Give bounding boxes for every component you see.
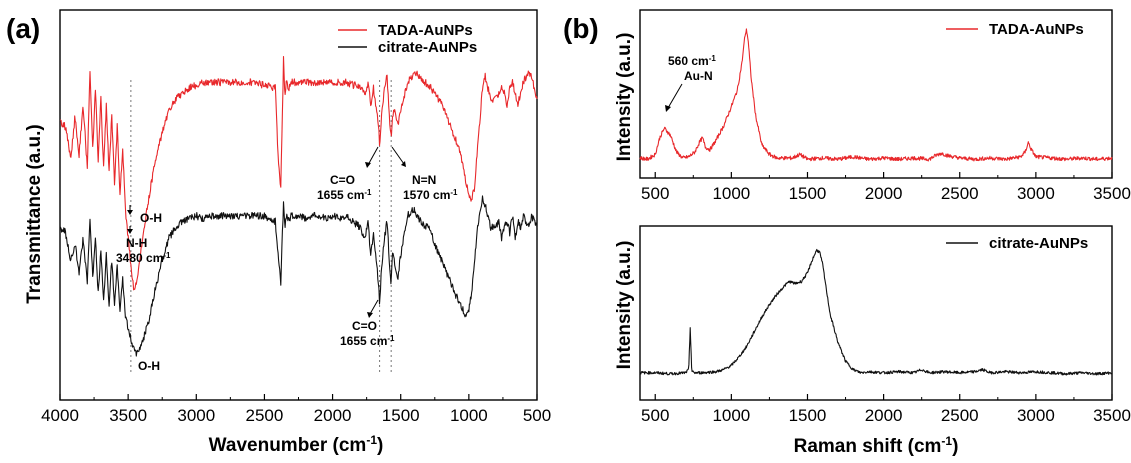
- panel-b-bottom-axes: 500 1000 1500 2000 2500 3000 3500: [639, 225, 1131, 425]
- panel-a-legend-tada: TADA-AuNPs: [378, 22, 473, 39]
- panel-a-xtick-label: 2500: [246, 406, 284, 425]
- panel-b-top-xtick-label: 500: [641, 184, 669, 203]
- panel-b-bottom-frame: [639, 225, 1113, 401]
- panel-a-label: (a): [6, 13, 40, 44]
- panel-a-legend-citrate: citrate-AuNPs: [378, 39, 477, 56]
- annotation-nn: N=N: [412, 173, 436, 187]
- panel-b-top-xtick-label: 2500: [941, 184, 979, 203]
- panel-b-bottom-xtick-label: 500: [641, 406, 669, 425]
- annotation-nh-wn: 3480 cm-1: [116, 251, 171, 266]
- panel-b-bottom-xtick-label: 3000: [1017, 406, 1055, 425]
- panel-a-series-citrate: [59, 195, 538, 357]
- panel-b-bottom-xtick-label: 2000: [865, 406, 903, 425]
- panel-a-ylabel: Transmittance (a.u.): [24, 124, 45, 304]
- panel-a-xtick-label: 2000: [314, 406, 352, 425]
- panel-b-bottom-xtick-label: 1500: [789, 406, 827, 425]
- panel-b-top-xtick-label: 1500: [789, 184, 827, 203]
- annotation-oh-red: O-H: [140, 211, 162, 225]
- panel-a-xtick-label: 500: [523, 406, 551, 425]
- panel-b-top-xtick-label: 3500: [1093, 184, 1131, 203]
- panel-b-label: (b): [563, 13, 599, 44]
- panel-b-xlabel: Raman shift (cm-1): [794, 434, 959, 457]
- panel-b-top-xtick-label: 3000: [1017, 184, 1055, 203]
- panel-b-top-xtick-label: 1000: [712, 184, 750, 203]
- annotation-oh-black: O-H: [138, 359, 160, 373]
- panel-a-annotations: O-H N-H 3480 cm-1 C=O 1655 cm-1 N=N 1570…: [116, 146, 458, 373]
- panel-b-series-tada: [639, 28, 1113, 162]
- annotation-co-black: C=O: [352, 319, 377, 333]
- panel-b-top-axes: 500 1000 1500 2000 2500 3000 3500: [639, 9, 1131, 203]
- panel-a-xtick-label: 3500: [109, 406, 147, 425]
- panel-b-bottom-ylabel: Intensity (a.u.): [614, 241, 635, 370]
- panel-b-series-citrate: [639, 248, 1113, 376]
- annotation-560: 560 cm-1: [668, 54, 716, 69]
- panel-a-xtick-label: 4000: [41, 406, 79, 425]
- panel-b-bottom-xtick-label: 1000: [712, 406, 750, 425]
- panel-b-legend-citrate: citrate-AuNPs: [989, 235, 1088, 252]
- panel-b-top-ylabel: Intensity (a.u.): [614, 33, 635, 162]
- annotation-au-n: Au-N: [684, 69, 713, 83]
- panel-a-axes: 4000 3500 3000 2500 2000 1500 1000 500: [41, 9, 551, 425]
- annotation-co-red: C=O: [330, 173, 355, 187]
- panel-a-xtick-label: 3000: [177, 406, 215, 425]
- panel-b-legend-tada: TADA-AuNPs: [989, 21, 1084, 38]
- panel-b-annotations: 560 cm-1 Au-N: [665, 54, 716, 112]
- panel-a-series-tada: [59, 55, 538, 291]
- annotation-nn-wn: 1570 cm-1: [403, 188, 458, 203]
- panel-b-bottom-xtick-label: 2500: [941, 406, 979, 425]
- panel-a-xtick-label: 1500: [382, 406, 420, 425]
- panel-a-xtick-label: 1000: [450, 406, 488, 425]
- panel-b-top-frame: [639, 9, 1113, 179]
- panel-b-bottom-xtick-label: 3500: [1093, 406, 1131, 425]
- panel-b-top-xtick-label: 2000: [865, 184, 903, 203]
- annotation-nh: N-H: [126, 236, 147, 250]
- annotation-co-red-wn: 1655 cm-1: [317, 188, 372, 203]
- panel-a-xlabel: Wavenumber (cm-1): [209, 433, 384, 456]
- annotation-co-black-wn: 1655 cm-1: [340, 334, 395, 349]
